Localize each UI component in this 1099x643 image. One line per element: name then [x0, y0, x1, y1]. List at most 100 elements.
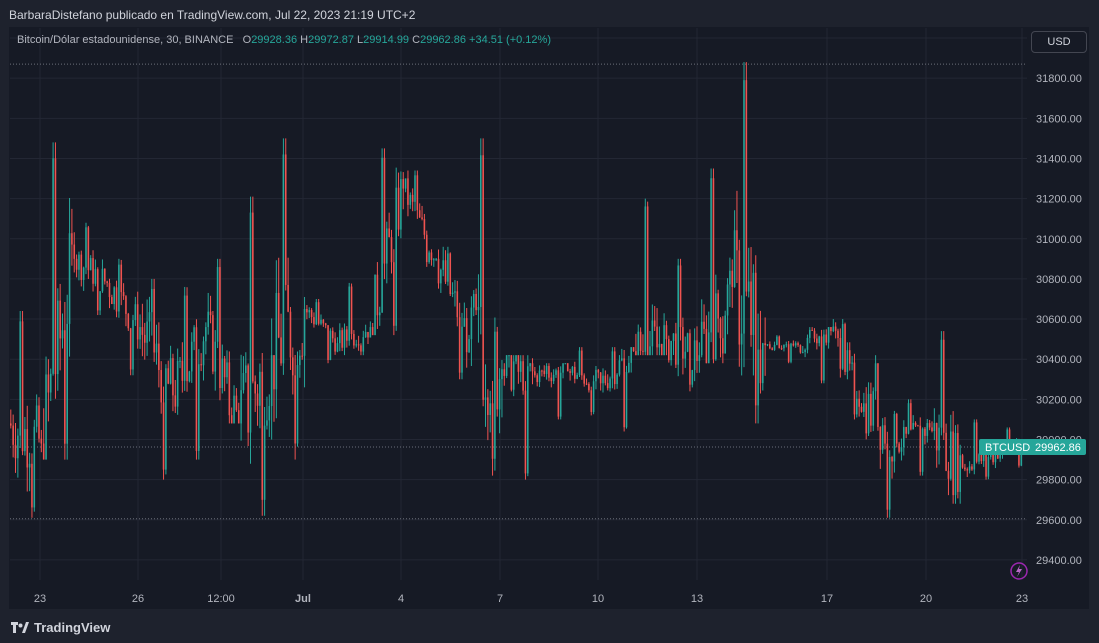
candle-body: [557, 370, 560, 417]
candle-body: [543, 370, 546, 375]
candle-body: [275, 292, 278, 390]
candle-body: [898, 443, 900, 452]
candle-body: [961, 455, 964, 468]
chart-legend: Bitcoin/Dólar estadounidense, 30, BINANC…: [17, 34, 551, 46]
candle-body: [174, 395, 177, 407]
candle-body: [646, 206, 649, 356]
candle-body: [809, 329, 811, 338]
y-tick-label: 31000.00: [1036, 234, 1082, 246]
candle-body: [221, 358, 224, 389]
candle-body: [75, 258, 78, 270]
candle-body: [738, 250, 741, 345]
candle-body: [357, 344, 360, 346]
flash-icon[interactable]: [1010, 562, 1028, 580]
candle-body: [660, 343, 663, 356]
candle-body: [703, 321, 705, 329]
candle-body: [362, 337, 365, 352]
candle-body: [618, 360, 621, 375]
candle-body: [928, 423, 931, 428]
candle-body: [905, 427, 907, 434]
candle-body: [585, 383, 588, 385]
brand[interactable]: TradingView: [11, 620, 110, 635]
candle-body: [844, 324, 846, 372]
candle-body: [409, 194, 412, 205]
candle-body: [959, 455, 961, 492]
candle-body: [176, 360, 179, 407]
candle-body: [545, 366, 548, 375]
candle-body: [816, 338, 818, 344]
candle-body: [881, 425, 884, 450]
candle-body: [256, 393, 259, 406]
candle-body: [148, 312, 151, 322]
candle-body: [127, 313, 130, 329]
candle-body: [151, 288, 153, 313]
candle-body: [230, 415, 233, 424]
candle-body: [651, 320, 654, 347]
candle-body: [801, 351, 804, 353]
candle-body: [458, 317, 461, 373]
candle-body: [143, 334, 146, 343]
candle-body: [639, 331, 642, 351]
candle-body: [165, 368, 167, 470]
candle-body: [113, 287, 115, 305]
candle-body: [294, 375, 296, 444]
candle-body: [625, 371, 628, 428]
candle-body: [691, 370, 694, 385]
candle-body: [235, 395, 238, 411]
candle-body: [324, 323, 327, 326]
candle-body: [120, 264, 123, 293]
candle-body: [602, 375, 604, 384]
candle-body: [926, 423, 929, 436]
candle-body: [942, 339, 945, 433]
candle-body: [92, 258, 94, 284]
candle-body: [677, 265, 679, 365]
candle-body: [562, 363, 564, 373]
candle-body: [848, 350, 851, 364]
candle-body: [383, 157, 386, 264]
x-tick-label: 7: [497, 593, 503, 605]
candle-body: [449, 253, 452, 295]
candle-body: [414, 175, 416, 202]
candle-body: [259, 371, 261, 406]
candle-body: [719, 318, 722, 339]
candle-body: [717, 293, 719, 319]
candle-body: [505, 355, 508, 376]
candle-body: [491, 403, 494, 459]
candle-body: [169, 358, 172, 384]
candle-body: [129, 328, 132, 370]
candle-body: [49, 373, 52, 393]
candle-body: [578, 350, 581, 375]
legend-change: +34.51 (+0.12%): [469, 34, 551, 46]
candle-body: [10, 423, 12, 426]
y-tick-label: 31200.00: [1036, 194, 1082, 206]
candle-body: [442, 260, 444, 270]
candle-body: [336, 343, 339, 352]
candle-body: [284, 154, 287, 285]
candle-body: [851, 362, 853, 364]
candle-body: [85, 227, 87, 268]
candle-body: [12, 425, 14, 445]
chart-panel[interactable]: [9, 27, 1089, 609]
x-tick-label: 4: [398, 593, 404, 605]
candle-body: [954, 433, 957, 496]
candle-body: [947, 470, 950, 479]
candle-body: [672, 333, 675, 341]
x-tick-label: 20: [920, 593, 932, 605]
candle-body: [57, 300, 59, 375]
candle-body: [877, 363, 879, 427]
currency-selector-button[interactable]: USD: [1031, 31, 1087, 53]
candle-body: [190, 341, 193, 372]
candle-body: [935, 423, 938, 451]
candle-body: [472, 293, 475, 308]
flash-icon-bolt: [1016, 565, 1022, 577]
candle-body: [519, 361, 522, 372]
candle-body: [451, 292, 454, 295]
candle-body: [212, 315, 214, 372]
candle-body: [395, 187, 397, 326]
candle-body: [136, 304, 139, 340]
candle-body: [71, 233, 73, 245]
candle-body: [61, 330, 64, 339]
x-tick-label: 10: [592, 593, 604, 605]
candle-body: [644, 206, 647, 352]
